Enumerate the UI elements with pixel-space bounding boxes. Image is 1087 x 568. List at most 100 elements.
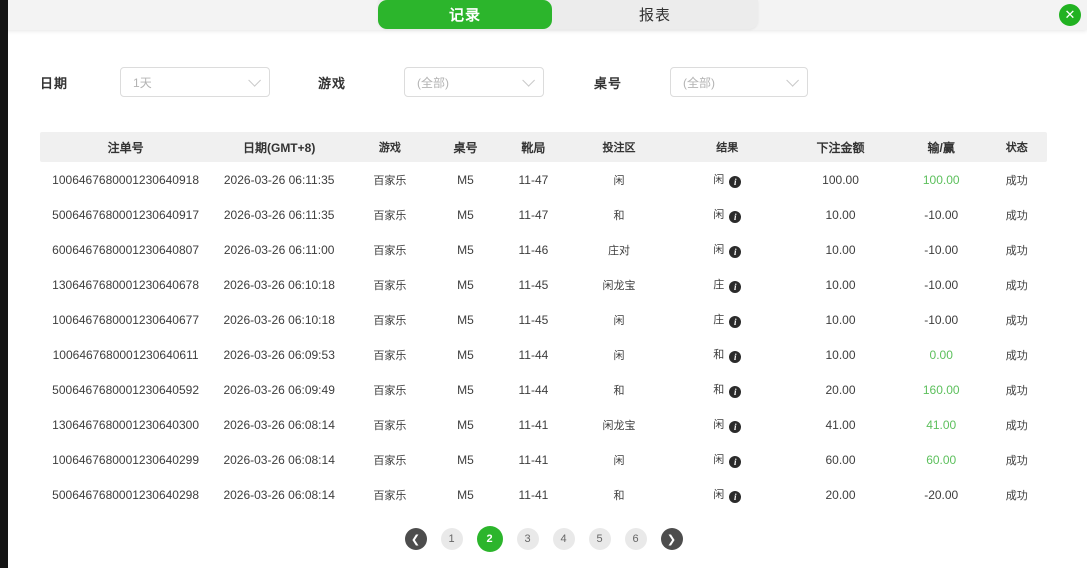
chevron-down-icon [248, 73, 262, 87]
cell-bet-amount: 60.00 [825, 452, 856, 467]
cell-status: 成功 [1005, 244, 1028, 257]
cell-bet-id: 1006467680001230640677 [52, 312, 199, 327]
filter-bar: 日期 1天 游戏 (全部) 桌号 (全部) [40, 66, 1047, 98]
info-icon[interactable]: i [729, 211, 742, 223]
result-text: 闲 [713, 209, 725, 221]
pagination-page-4[interactable]: 4 [552, 528, 575, 550]
close-button[interactable]: ✕ [1059, 4, 1081, 26]
tab-records[interactable]: 记录 [378, 0, 552, 29]
pagination-page-3[interactable]: 3 [516, 528, 539, 550]
cell-table-no: M5 [457, 487, 474, 502]
game-select[interactable]: (全部) [404, 67, 545, 97]
cell-bet-amount: 20.00 [825, 487, 856, 502]
info-icon[interactable]: i [729, 386, 742, 398]
cell-bet-amount: 10.00 [825, 242, 856, 257]
cell-win-loss: -10.00 [924, 242, 959, 257]
cell-bet-amount: 100.00 [822, 172, 859, 187]
info-icon[interactable]: i [729, 456, 742, 468]
cell-win-loss: 41.00 [926, 417, 957, 432]
result-text: 闲 [713, 419, 725, 431]
cell-game: 百家乐 [373, 419, 407, 432]
info-icon[interactable]: i [729, 176, 742, 188]
cell-game: 百家乐 [373, 244, 407, 257]
cell-status: 成功 [1005, 349, 1028, 362]
top-bar: 记录 报表 ✕ [0, 0, 1087, 30]
cell-bet-id: 1306467680001230640678 [52, 277, 199, 292]
chevron-left-icon: ❮ [410, 533, 421, 546]
chevron-right-icon: ❯ [666, 533, 677, 546]
table-header-cell: 投注区 [602, 142, 636, 154]
tab-reports[interactable]: 报表 [638, 7, 671, 24]
cell-bet-amount: 10.00 [825, 347, 856, 362]
date-select[interactable]: 1天 [120, 67, 271, 97]
cell-table-no: M5 [457, 172, 474, 187]
cell-shoe-round: 11-45 [518, 277, 549, 292]
pagination-page-5[interactable]: 5 [588, 528, 611, 550]
cell-shoe-round: 11-46 [518, 242, 549, 257]
cell-status: 成功 [1005, 454, 1028, 467]
table-row: 5006467680001230640917 2026-03-26 06:11:3… [40, 197, 1047, 232]
result-text: 闲 [713, 454, 725, 466]
cell-shoe-round: 11-41 [518, 452, 549, 467]
pagination-page-1[interactable]: 1 [440, 528, 463, 550]
info-icon[interactable]: i [729, 421, 742, 433]
cell-status: 成功 [1005, 279, 1028, 292]
cell-table-no: M5 [457, 312, 474, 327]
chevron-down-icon [522, 73, 536, 87]
table-row: 1006467680001230640611 2026-03-26 06:09:5… [40, 337, 1047, 372]
table-row: 1006467680001230640677 2026-03-26 06:10:1… [40, 302, 1047, 337]
info-icon[interactable]: i [729, 316, 742, 328]
cell-win-loss: 60.00 [926, 452, 957, 467]
pagination-page-6[interactable]: 6 [624, 528, 647, 550]
cell-datetime: 2026-03-26 06:11:35 [223, 172, 335, 187]
table-row: 5006467680001230640298 2026-03-26 06:08:1… [40, 477, 1047, 512]
cell-shoe-round: 11-44 [518, 347, 549, 362]
cell-bet-area: 庄对 [608, 244, 630, 257]
cell-datetime: 2026-03-26 06:09:49 [223, 382, 335, 397]
cell-bet-area: 闲 [613, 349, 625, 362]
cell-status: 成功 [1005, 384, 1028, 397]
cell-game: 百家乐 [373, 209, 407, 222]
cell-datetime: 2026-03-26 06:10:18 [223, 277, 335, 292]
table-row: 1006467680001230640299 2026-03-26 06:08:1… [40, 442, 1047, 477]
cell-bet-amount: 10.00 [825, 207, 856, 222]
cell-game: 百家乐 [373, 279, 407, 292]
cell-status: 成功 [1005, 314, 1028, 327]
close-icon: ✕ [1064, 7, 1076, 22]
table-select-value: (全部) [683, 75, 716, 90]
cell-status: 成功 [1005, 174, 1028, 187]
info-icon[interactable]: i [729, 281, 742, 293]
result-text: 庄 [713, 279, 725, 291]
cell-win-loss: -20.00 [924, 487, 959, 502]
table-header-cell: 输/赢 [927, 140, 955, 155]
table-header-cell: 注单号 [107, 140, 144, 155]
cell-game: 百家乐 [373, 489, 407, 502]
date-filter-label: 日期 [40, 75, 69, 91]
cell-bet-area: 和 [613, 489, 625, 502]
pagination-prev-button[interactable]: ❮ [404, 528, 427, 550]
pagination-page-2[interactable]: 2 [476, 526, 503, 552]
cell-game: 百家乐 [373, 349, 407, 362]
result-text: 庄 [713, 314, 725, 326]
cell-win-loss: -10.00 [924, 277, 959, 292]
info-icon[interactable]: i [729, 351, 742, 363]
cell-bet-id: 1006467680001230640611 [52, 347, 199, 362]
pagination-next-button[interactable]: ❯ [660, 528, 683, 550]
cell-datetime: 2026-03-26 06:10:18 [223, 312, 335, 327]
cell-shoe-round: 11-45 [518, 312, 549, 327]
pagination: ❮ 1 2 3 4 5 6 ❯ [0, 526, 1087, 552]
cell-win-loss: -10.00 [924, 207, 959, 222]
table-row: 6006467680001230640807 2026-03-26 06:11:0… [40, 232, 1047, 267]
info-icon[interactable]: i [729, 246, 742, 258]
table-select[interactable]: (全部) [670, 67, 809, 97]
cell-status: 成功 [1005, 419, 1028, 432]
info-icon[interactable]: i [729, 491, 742, 503]
cell-datetime: 2026-03-26 06:11:35 [223, 207, 335, 222]
